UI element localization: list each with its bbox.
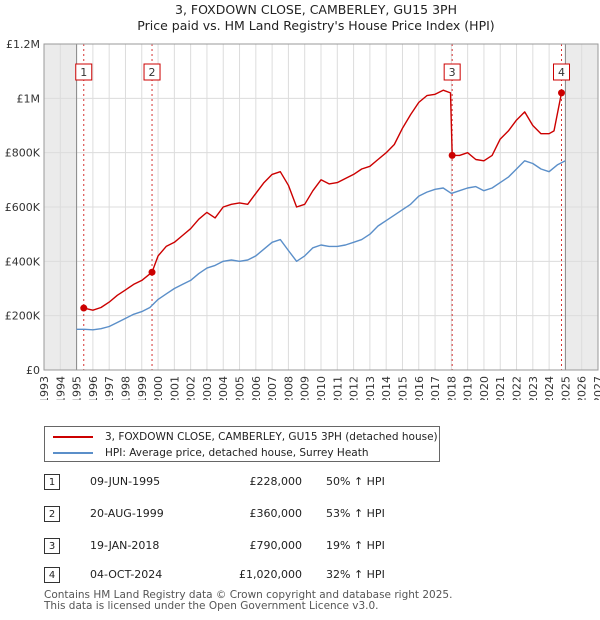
series-line-hpi bbox=[76, 160, 566, 331]
y-tick-label: £400K bbox=[5, 255, 41, 268]
x-tick-label: 2004 bbox=[217, 376, 230, 400]
sale-point bbox=[148, 268, 156, 276]
x-tick-label: 2013 bbox=[364, 376, 377, 400]
chart-title: 3, FOXDOWN CLOSE, CAMBERLEY, GU15 3PH bbox=[175, 2, 457, 17]
y-tick-label: £200K bbox=[5, 310, 41, 323]
x-tick-label: 1999 bbox=[136, 376, 149, 400]
x-tick-label: 2003 bbox=[201, 376, 214, 400]
transaction-hpi: 19% ↑ HPI bbox=[326, 539, 385, 552]
x-tick-label: 1997 bbox=[103, 376, 116, 400]
sale-label-box bbox=[143, 63, 161, 81]
x-tick-label: 2007 bbox=[266, 376, 279, 400]
x-tick-label: 2022 bbox=[511, 376, 524, 400]
sale-label: 2 bbox=[143, 63, 161, 81]
legend-swatch-hpi bbox=[53, 452, 93, 454]
footer-line: Contains HM Land Registry data © Crown c… bbox=[44, 589, 453, 601]
x-tick-label: 1995 bbox=[71, 376, 84, 400]
x-tick-label: 2001 bbox=[168, 376, 181, 400]
legend-label-property: 3, FOXDOWN CLOSE, CAMBERLEY, GU15 3PH (d… bbox=[105, 431, 438, 443]
x-tick-label: 2000 bbox=[152, 376, 165, 400]
sale-point bbox=[448, 151, 456, 159]
transaction-row: 1 09-JUN-1995 £228,000 50% ↑ HPI bbox=[44, 474, 564, 494]
transaction-price: £228,000 bbox=[249, 475, 303, 488]
plot-border bbox=[43, 43, 599, 371]
x-tick-label: 2008 bbox=[282, 376, 295, 400]
x-tick-label: 2012 bbox=[348, 376, 361, 400]
y-tick-label: £1.2M bbox=[6, 38, 40, 51]
x-tick-label: 2015 bbox=[396, 376, 409, 400]
transaction-badge: 4 bbox=[44, 567, 60, 583]
transaction-date: 09-JUN-1995 bbox=[90, 475, 161, 488]
sale-label: 4 bbox=[553, 63, 571, 81]
transaction-hpi: 53% ↑ HPI bbox=[326, 507, 385, 520]
x-tick-label: 2016 bbox=[413, 376, 426, 400]
x-tick-label: 1994 bbox=[54, 376, 67, 400]
chart-legend: 3, FOXDOWN CLOSE, CAMBERLEY, GU15 3PH (d… bbox=[44, 426, 440, 462]
transaction-date: 04-OCT-2024 bbox=[90, 568, 163, 581]
chart-subtitle: Price paid vs. HM Land Registry's House … bbox=[137, 18, 494, 33]
sale-point bbox=[80, 304, 88, 312]
y-tick-label: £600K bbox=[5, 201, 41, 214]
x-tick-label: 2017 bbox=[429, 376, 442, 400]
transaction-price: £790,000 bbox=[249, 539, 303, 552]
transaction-badge: 3 bbox=[44, 538, 60, 554]
legend-swatch-property bbox=[53, 436, 93, 438]
x-tick-label: 2023 bbox=[527, 376, 540, 400]
footer-attribution: Contains HM Land Registry data © Crown c… bbox=[44, 590, 452, 612]
transaction-price: £1,020,000 bbox=[239, 568, 302, 581]
sale-label-box bbox=[443, 63, 461, 81]
sale-label-text: 3 bbox=[449, 66, 456, 79]
legend-label-hpi: HPI: Average price, detached house, Surr… bbox=[105, 447, 369, 459]
x-tick-label: 2010 bbox=[315, 376, 328, 400]
sale-label-text: 2 bbox=[149, 66, 156, 79]
transaction-row: 4 04-OCT-2024 £1,020,000 32% ↑ HPI bbox=[44, 567, 564, 587]
x-tick-label: 1998 bbox=[119, 376, 132, 400]
sale-label: 3 bbox=[443, 63, 461, 81]
sale-label-box bbox=[553, 63, 571, 81]
transaction-badge: 1 bbox=[44, 474, 60, 490]
sale-label-text: 1 bbox=[80, 66, 87, 79]
sale-label-box bbox=[75, 63, 93, 81]
x-tick-label: 2011 bbox=[331, 376, 344, 400]
transaction-row: 2 20-AUG-1999 £360,000 53% ↑ HPI bbox=[44, 506, 564, 526]
x-tick-label: 2026 bbox=[576, 376, 589, 400]
sale-label-text: 4 bbox=[558, 66, 565, 79]
x-tick-label: 2014 bbox=[380, 376, 393, 400]
transaction-row: 3 19-JAN-2018 £790,000 19% ↑ HPI bbox=[44, 538, 564, 558]
transaction-hpi: 50% ↑ HPI bbox=[326, 475, 385, 488]
x-tick-label: 2027 bbox=[592, 376, 600, 400]
transaction-price: £360,000 bbox=[249, 507, 303, 520]
transaction-date: 20-AUG-1999 bbox=[90, 507, 164, 520]
x-tick-label: 2025 bbox=[559, 376, 572, 400]
legend-item-hpi: HPI: Average price, detached house, Surr… bbox=[53, 445, 368, 461]
legend-item-property: 3, FOXDOWN CLOSE, CAMBERLEY, GU15 3PH (d… bbox=[53, 429, 438, 445]
sale-point bbox=[558, 89, 566, 97]
x-tick-label: 2020 bbox=[478, 376, 491, 400]
transaction-badge: 2 bbox=[44, 506, 60, 522]
y-tick-label: £0 bbox=[26, 364, 40, 377]
x-tick-label: 2024 bbox=[543, 376, 556, 400]
x-tick-label: 2005 bbox=[234, 376, 247, 400]
transaction-hpi: 32% ↑ HPI bbox=[326, 568, 385, 581]
x-tick-label: 1996 bbox=[87, 376, 100, 400]
y-tick-label: £1M bbox=[17, 92, 41, 105]
x-tick-label: 2018 bbox=[445, 376, 458, 400]
x-tick-label: 1993 bbox=[38, 376, 51, 400]
x-tick-label: 2006 bbox=[250, 376, 263, 400]
sale-label: 1 bbox=[75, 63, 93, 81]
footer-line: This data is licensed under the Open Gov… bbox=[44, 600, 379, 612]
x-tick-label: 2009 bbox=[299, 376, 312, 400]
x-tick-label: 2019 bbox=[462, 376, 475, 400]
series-line-property bbox=[83, 89, 565, 311]
y-tick-label: £800K bbox=[5, 147, 41, 160]
x-tick-label: 2021 bbox=[494, 376, 507, 400]
price-chart: 3, FOXDOWN CLOSE, CAMBERLEY, GU15 3PH Pr… bbox=[5, 2, 600, 400]
x-tick-label: 2002 bbox=[185, 376, 198, 400]
transaction-date: 19-JAN-2018 bbox=[90, 539, 160, 552]
